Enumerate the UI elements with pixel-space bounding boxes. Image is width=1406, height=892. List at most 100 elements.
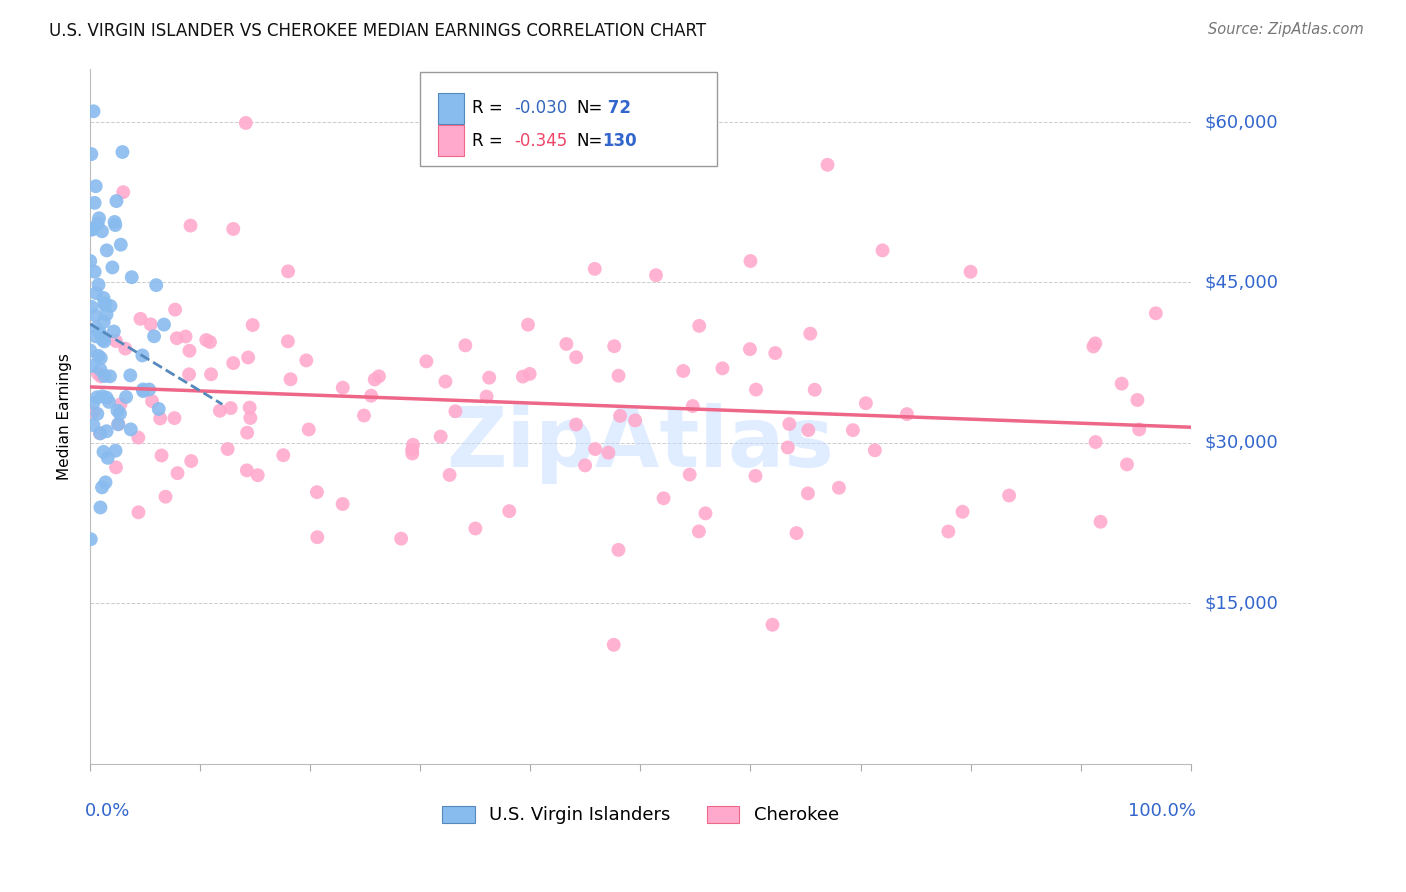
Point [96, 391, 118, 405]
Point [111, 145, 134, 159]
Point [131, 349, 153, 363]
Point [1144, 306, 1167, 320]
Point [82, 222, 104, 236]
Point [998, 488, 1021, 502]
Point [84, 321, 107, 335]
Point [598, 446, 620, 460]
Text: 72: 72 [602, 100, 631, 118]
Point [609, 409, 631, 423]
Point [295, 353, 318, 368]
Point [896, 407, 918, 421]
Point [101, 260, 124, 275]
Point [208, 403, 231, 417]
Point [688, 524, 710, 539]
Point [145, 278, 167, 293]
Point [127, 431, 149, 445]
Point [298, 422, 321, 436]
Point [1083, 339, 1105, 353]
Point [222, 356, 245, 370]
Point [141, 394, 163, 409]
Point [786, 526, 808, 541]
Text: U.S. VIRGIN ISLANDER VS CHEROKEE MEDIAN EARNINGS CORRELATION CHART: U.S. VIRGIN ISLANDER VS CHEROKEE MEDIAN … [49, 22, 706, 40]
Point [110, 237, 132, 252]
Point [464, 521, 486, 535]
Point [83, 405, 105, 419]
Point [155, 490, 177, 504]
Point [153, 318, 176, 332]
Point [872, 244, 894, 258]
Point [165, 302, 187, 317]
Point [103, 215, 125, 229]
Text: 100.0%: 100.0% [1128, 802, 1197, 820]
Text: $60,000: $60,000 [1205, 113, 1278, 131]
Point [242, 318, 264, 332]
Point [96, 244, 118, 258]
Point [803, 383, 825, 397]
Point [80, 222, 103, 236]
Point [104, 443, 127, 458]
Point [89, 326, 111, 340]
Point [519, 367, 541, 381]
Point [555, 337, 578, 351]
Point [682, 399, 704, 413]
Point [761, 617, 783, 632]
Point [744, 469, 766, 483]
Text: 130: 130 [602, 132, 637, 150]
Point [745, 383, 768, 397]
Point [129, 311, 152, 326]
Point [512, 369, 534, 384]
Point [368, 369, 391, 384]
Point [817, 158, 839, 172]
Point [103, 325, 125, 339]
Point [307, 530, 329, 544]
Point [93, 315, 115, 329]
Point [454, 338, 477, 352]
Point [855, 396, 877, 410]
Point [517, 318, 540, 332]
Point [239, 411, 262, 425]
Point [115, 390, 138, 404]
Point [1090, 515, 1112, 529]
Point [148, 401, 170, 416]
Point [364, 372, 387, 386]
Point [652, 491, 675, 506]
Point [166, 466, 188, 480]
Point [1128, 422, 1150, 436]
Point [112, 185, 135, 199]
Point [583, 442, 606, 456]
FancyBboxPatch shape [437, 126, 464, 156]
Point [94, 296, 117, 310]
Point [84, 329, 107, 343]
Text: N=: N= [576, 132, 603, 150]
Point [82, 359, 104, 373]
Point [83, 104, 105, 119]
Point [87, 367, 110, 381]
Point [607, 542, 630, 557]
Point [180, 219, 202, 233]
Point [402, 438, 425, 452]
Point [100, 299, 122, 313]
Point [645, 268, 668, 282]
Point [80, 300, 103, 314]
Point [97, 450, 120, 465]
Point [83, 265, 105, 279]
Point [98, 369, 121, 384]
Point [415, 354, 437, 368]
Point [89, 426, 111, 441]
Text: R =: R = [472, 100, 508, 118]
Point [444, 404, 467, 418]
Point [90, 369, 112, 384]
Point [711, 361, 734, 376]
Point [401, 446, 423, 460]
Text: Source: ZipAtlas.com: Source: ZipAtlas.com [1208, 22, 1364, 37]
Point [799, 326, 821, 341]
Point [93, 334, 115, 349]
Point [82, 418, 104, 433]
Point [127, 505, 149, 519]
Text: -0.345: -0.345 [513, 132, 567, 150]
Text: $30,000: $30,000 [1205, 434, 1278, 452]
Point [91, 480, 114, 494]
Point [86, 390, 108, 404]
FancyBboxPatch shape [437, 93, 464, 124]
Point [91, 389, 114, 403]
